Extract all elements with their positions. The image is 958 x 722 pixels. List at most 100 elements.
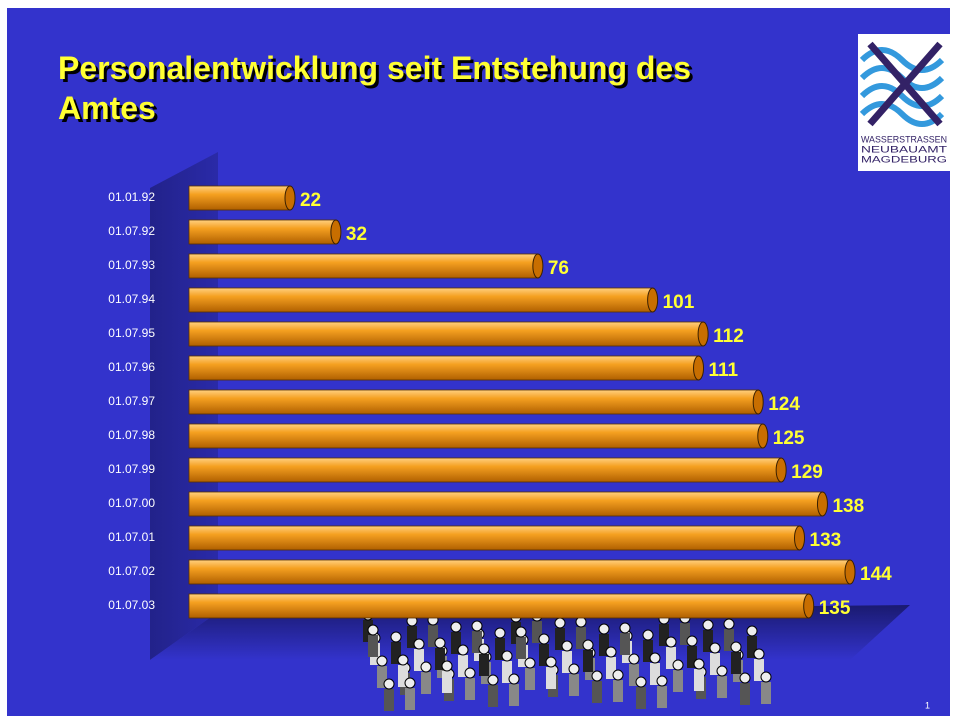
person-head <box>562 641 572 651</box>
person-head <box>747 626 757 636</box>
category-label: 01.07.96 <box>108 360 155 374</box>
value-label: 135 <box>819 598 851 619</box>
person-head <box>613 670 623 680</box>
bar-cap <box>776 458 786 482</box>
category-label: 01.07.97 <box>108 394 155 408</box>
person-head <box>710 643 720 653</box>
person-body <box>368 635 378 657</box>
person-head <box>620 623 630 633</box>
bar <box>189 356 699 380</box>
value-label: 129 <box>791 462 823 483</box>
person-body <box>405 688 415 710</box>
person-body <box>657 686 667 708</box>
person-head <box>731 642 741 652</box>
person-body <box>442 671 452 693</box>
person-head <box>717 666 727 676</box>
bar-cap <box>331 220 341 244</box>
value-label: 111 <box>709 360 739 381</box>
person-head <box>488 675 498 685</box>
value-label: 144 <box>860 564 892 585</box>
bar <box>189 424 763 448</box>
category-label: 01.07.00 <box>108 496 155 510</box>
bar <box>189 560 850 584</box>
bar-cap <box>845 560 855 584</box>
person-head <box>576 617 586 627</box>
value-label: 101 <box>663 292 695 313</box>
person-head <box>442 661 452 671</box>
person-head <box>761 672 771 682</box>
person-head <box>687 636 697 646</box>
person-head <box>405 678 415 688</box>
person-body <box>620 633 630 655</box>
logo-text: MAGDEBURG <box>861 154 947 164</box>
bar-cap <box>804 594 814 618</box>
person-body <box>613 680 623 702</box>
person-body <box>509 684 519 706</box>
person-head <box>516 627 526 637</box>
person-head <box>583 640 593 650</box>
person-body <box>717 676 727 698</box>
bar-cap <box>817 492 827 516</box>
person-body <box>516 637 526 659</box>
chart-title: Personalentwicklung seit Entstehung des … <box>58 48 758 128</box>
person-body <box>421 672 431 694</box>
person-head <box>740 673 750 683</box>
category-label: 01.07.95 <box>108 326 155 340</box>
person-head <box>472 621 482 631</box>
logo-text: NEUBAUAMT <box>861 144 948 154</box>
person-head <box>650 653 660 663</box>
value-label: 32 <box>346 224 367 245</box>
bar <box>189 390 758 414</box>
value-label: 138 <box>832 496 864 517</box>
person-head <box>673 660 683 670</box>
bar <box>189 254 538 278</box>
category-label: 01.07.99 <box>108 462 155 476</box>
category-label: 01.07.02 <box>108 564 155 578</box>
value-label: 133 <box>810 530 842 551</box>
bar-cap <box>753 390 763 414</box>
bar <box>189 288 653 312</box>
person-head <box>666 637 676 647</box>
person-head <box>414 639 424 649</box>
bar-cap <box>648 288 658 312</box>
person-head <box>555 618 565 628</box>
person-head <box>599 624 609 634</box>
person-body <box>525 668 535 690</box>
category-label: 01.07.93 <box>108 258 155 272</box>
page-number: 1 <box>925 700 930 710</box>
category-label: 01.01.92 <box>108 190 155 204</box>
person-body <box>694 669 704 691</box>
person-body <box>731 652 741 674</box>
person-body <box>636 687 646 709</box>
person-head <box>465 668 475 678</box>
logo-text: WASSERSTRASSEN <box>861 134 947 144</box>
person-head <box>629 654 639 664</box>
person-head <box>479 644 489 654</box>
person-head <box>384 679 394 689</box>
person-head <box>509 674 519 684</box>
person-head <box>539 634 549 644</box>
person-body <box>546 667 556 689</box>
person-body <box>488 685 498 707</box>
value-label: 22 <box>300 190 321 211</box>
bar-cap <box>795 526 805 550</box>
person-head <box>495 628 505 638</box>
bar-cap <box>758 424 768 448</box>
person-head <box>754 649 764 659</box>
category-label: 01.07.01 <box>108 530 155 544</box>
person-head <box>569 664 579 674</box>
person-head <box>398 655 408 665</box>
person-head <box>435 638 445 648</box>
category-label: 01.07.03 <box>108 598 155 612</box>
person-head <box>502 651 512 661</box>
value-label: 125 <box>773 428 805 449</box>
person-head <box>606 647 616 657</box>
person-head <box>636 677 646 687</box>
person-head <box>525 658 535 668</box>
person-head <box>724 619 734 629</box>
bar-cap <box>285 186 295 210</box>
bar-cap <box>694 356 704 380</box>
person-head <box>377 656 387 666</box>
category-label: 01.07.98 <box>108 428 155 442</box>
person-head <box>546 657 556 667</box>
